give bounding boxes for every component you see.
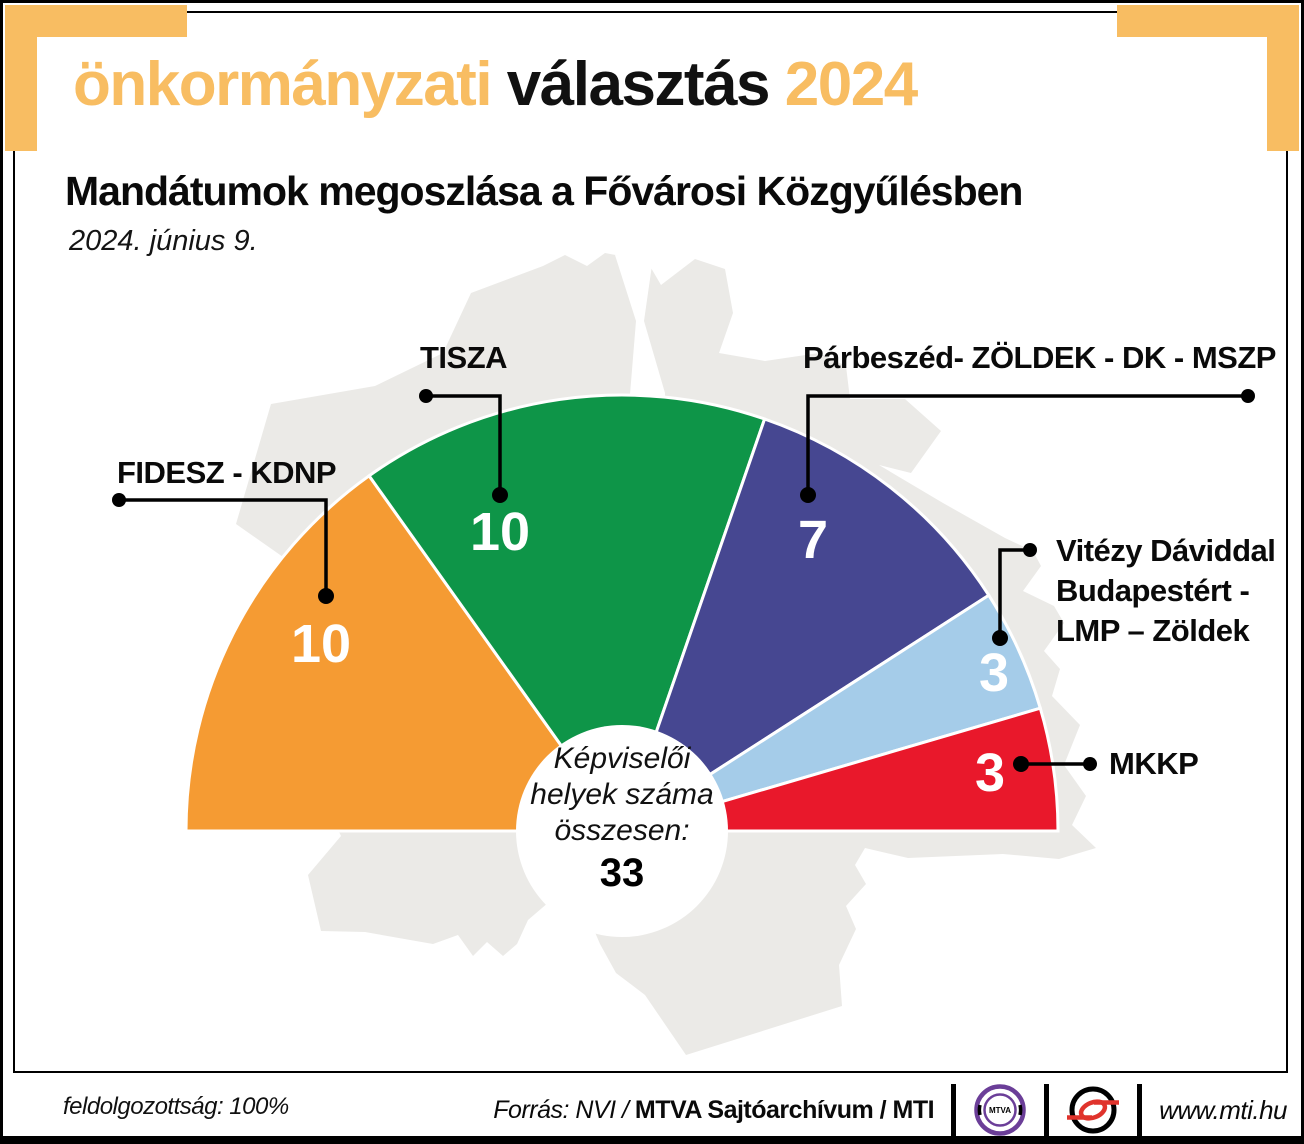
processed-status-text: feldolgozottság: 100% <box>63 1093 289 1120</box>
mtva-logo-left-arc <box>977 1104 982 1116</box>
footer-divider <box>1137 1084 1143 1136</box>
source-archive: MTVA Sajtóarchívum <box>634 1095 874 1124</box>
content-frame <box>13 11 1288 1073</box>
segment-label-vitezy-line3: LMP – Zöldek <box>1056 613 1250 648</box>
segment-label-fidesz-kdnp: FIDESZ - KDNP <box>117 455 337 490</box>
corner-bar-vertical <box>5 5 37 151</box>
footer-source-area: Forrás: NVI / MTVA Sajtóarchívum / MTI M… <box>493 1081 1287 1136</box>
center-label-line2: helyek száma <box>530 778 714 811</box>
chart-center-text: Képviselői helyek száma összesen: 33 <box>492 741 752 895</box>
header-word-valasztas: választás <box>506 50 771 119</box>
mtva-logo-text: MTVA <box>989 1106 1011 1115</box>
segment-label-vitezy-line1: Vitézy Dáviddal <box>1056 533 1276 568</box>
header-word-onkormanyzati: önkormányzati <box>73 50 493 119</box>
segment-label-vitezy: Vitézy Dáviddal Budapestért - LMP – Zöld… <box>1056 531 1276 651</box>
mtva-logo-inner-ring <box>983 1093 1017 1127</box>
center-label-line3: összesen: <box>554 814 690 847</box>
corner-accent-top-right <box>1117 5 1299 151</box>
page-header: önkormányzati választás 2024 <box>73 49 918 121</box>
corner-bar-vertical <box>1267 5 1299 151</box>
source-prefix: Forrás: NVI / <box>493 1095 629 1124</box>
center-label-line1: Képviselői <box>553 742 691 775</box>
footer-divider <box>1044 1084 1050 1136</box>
mtva-logo: MTVA <box>974 1084 1026 1136</box>
mtva-logo-right-arc <box>1018 1104 1023 1116</box>
corner-accent-top-left <box>5 5 187 151</box>
source-text: Forrás: NVI / MTVA Sajtóarchívum / MTI <box>493 1096 934 1125</box>
segment-label-parbeszed: Párbeszéd- ZÖLDEK - DK - MSZP <box>803 340 1276 375</box>
total-seats-value: 33 <box>599 851 645 895</box>
segment-label-vitezy-line2: Budapestért - <box>1056 573 1250 608</box>
segment-label-mkkp: MKKP <box>1109 746 1199 781</box>
website-text: www.mti.hu <box>1159 1094 1287 1125</box>
mti-logo-red-loop <box>1078 1099 1108 1121</box>
header-word-2024: 2024 <box>784 50 918 119</box>
segment-label-tisza: TISZA <box>420 340 508 375</box>
mti-logo-ring <box>1069 1086 1117 1134</box>
chart-date: 2024. június 9. <box>69 225 258 257</box>
source-mti: / MTI <box>879 1095 935 1124</box>
mti-logo <box>1067 1086 1120 1134</box>
chart-title: Mandátumok megoszlása a Fővárosi Közgyűl… <box>65 168 1023 214</box>
footer-divider <box>951 1084 957 1136</box>
